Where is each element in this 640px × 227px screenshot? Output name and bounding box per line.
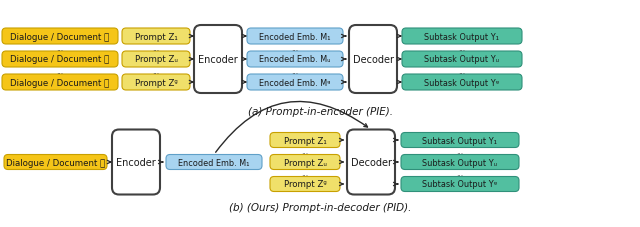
FancyBboxPatch shape [166, 155, 262, 170]
Text: Decoder: Decoder [353, 55, 394, 65]
Text: Subtask Output Y₁: Subtask Output Y₁ [422, 136, 497, 145]
Text: Encoder: Encoder [198, 55, 238, 65]
Text: Encoded Emb. M₁: Encoded Emb. M₁ [259, 32, 331, 41]
Text: ...: ... [291, 44, 299, 53]
FancyBboxPatch shape [2, 52, 118, 68]
Text: Encoded Emb. M₁: Encoded Emb. M₁ [179, 158, 250, 167]
Text: (b) (Ours) Prompt-in-decoder (PID).: (b) (Ours) Prompt-in-decoder (PID). [229, 202, 411, 212]
FancyBboxPatch shape [247, 52, 343, 68]
FancyBboxPatch shape [4, 155, 107, 170]
Text: Encoder: Encoder [116, 157, 156, 167]
Text: Encoded Emb. Mᵍ: Encoded Emb. Mᵍ [259, 78, 331, 87]
Text: Prompt Zᵤ: Prompt Zᵤ [134, 55, 177, 64]
Text: ...: ... [56, 44, 63, 53]
FancyBboxPatch shape [270, 177, 340, 192]
FancyBboxPatch shape [122, 75, 190, 91]
Text: (a) Prompt-in-encoder (PIE).: (a) Prompt-in-encoder (PIE). [248, 106, 392, 116]
Text: ...: ... [291, 67, 299, 76]
FancyBboxPatch shape [122, 29, 190, 45]
Text: Prompt Zᵍ: Prompt Zᵍ [134, 78, 177, 87]
Text: Subtask Output Yᵍ: Subtask Output Yᵍ [422, 180, 497, 189]
Text: Dialogue / Document 𝒳: Dialogue / Document 𝒳 [10, 78, 109, 87]
Text: Prompt Zᵍ: Prompt Zᵍ [284, 180, 326, 189]
FancyBboxPatch shape [247, 75, 343, 91]
FancyBboxPatch shape [402, 52, 522, 68]
Text: Prompt Z₁: Prompt Z₁ [134, 32, 177, 41]
FancyBboxPatch shape [2, 75, 118, 91]
FancyBboxPatch shape [194, 26, 242, 94]
Text: ...: ... [458, 44, 465, 53]
FancyBboxPatch shape [402, 29, 522, 45]
Text: ...: ... [456, 169, 463, 178]
FancyBboxPatch shape [401, 155, 519, 170]
Text: Subtask Output Yᵤ: Subtask Output Yᵤ [422, 158, 497, 167]
Text: ...: ... [301, 147, 308, 156]
Text: Subtask Output Yᵍ: Subtask Output Yᵍ [424, 78, 499, 87]
Text: Dialogue / Document 𝒳: Dialogue / Document 𝒳 [6, 158, 105, 167]
FancyBboxPatch shape [347, 130, 395, 195]
Text: Decoder: Decoder [351, 157, 392, 167]
FancyBboxPatch shape [349, 26, 397, 94]
Text: ...: ... [301, 169, 308, 178]
Text: Prompt Z₁: Prompt Z₁ [284, 136, 326, 145]
Text: Subtask Output Y₁: Subtask Output Y₁ [424, 32, 499, 41]
Text: Dialogue / Document 𝒳: Dialogue / Document 𝒳 [10, 55, 109, 64]
FancyBboxPatch shape [401, 177, 519, 192]
Text: Encoded Emb. Mᵤ: Encoded Emb. Mᵤ [259, 55, 331, 64]
Text: Prompt Zᵤ: Prompt Zᵤ [284, 158, 326, 167]
FancyBboxPatch shape [247, 29, 343, 45]
FancyBboxPatch shape [401, 133, 519, 148]
FancyBboxPatch shape [270, 155, 340, 170]
Text: ...: ... [152, 67, 159, 76]
Text: ...: ... [152, 44, 159, 53]
Text: ...: ... [458, 67, 465, 76]
FancyBboxPatch shape [402, 75, 522, 91]
Text: ...: ... [456, 147, 463, 156]
Text: Dialogue / Document 𝒳: Dialogue / Document 𝒳 [10, 32, 109, 41]
FancyBboxPatch shape [122, 52, 190, 68]
FancyBboxPatch shape [112, 130, 160, 195]
FancyBboxPatch shape [270, 133, 340, 148]
Text: Subtask Output Yᵤ: Subtask Output Yᵤ [424, 55, 499, 64]
FancyBboxPatch shape [2, 29, 118, 45]
Text: ...: ... [56, 67, 63, 76]
